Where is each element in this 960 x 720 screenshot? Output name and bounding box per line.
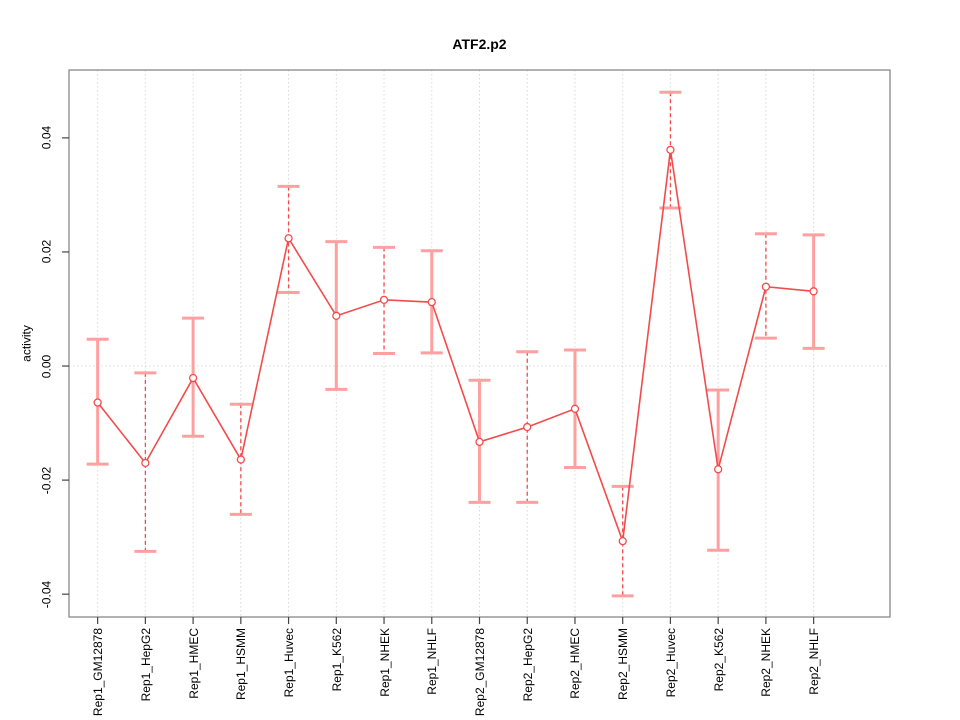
x-tick-label: Rep2_HSMM bbox=[616, 628, 631, 701]
data-point-marker bbox=[141, 458, 150, 468]
x-tick-label: Rep2_NHLF bbox=[807, 628, 822, 695]
data-point-marker bbox=[93, 398, 102, 407]
data-point-marker bbox=[332, 311, 341, 320]
data-point-marker bbox=[475, 437, 484, 447]
x-tick-label: Rep1_Huvec bbox=[282, 628, 297, 698]
y-tick-label: -0.02 bbox=[39, 466, 53, 494]
x-tick-label: Rep2_Huvec bbox=[663, 628, 678, 698]
data-point-marker bbox=[809, 287, 818, 296]
data-point-marker bbox=[284, 234, 293, 243]
data-point-marker bbox=[666, 145, 675, 155]
y-tick-label: 0.02 bbox=[39, 240, 53, 264]
data-point-marker bbox=[761, 282, 771, 291]
x-tick-label: Rep1_HSMM bbox=[234, 628, 249, 701]
y-axis-title: activity bbox=[19, 325, 33, 362]
x-tick-label: Rep1_GM12878 bbox=[91, 628, 106, 717]
y-tick-label: 0.00 bbox=[39, 354, 53, 378]
data-point-marker bbox=[618, 536, 627, 546]
data-point-marker bbox=[714, 465, 723, 474]
data-point-marker bbox=[523, 422, 532, 432]
x-tick-label: Rep2_K562 bbox=[711, 628, 726, 692]
data-point-marker bbox=[236, 455, 245, 464]
x-tick-label: Rep1_HepG2 bbox=[138, 628, 153, 702]
series-line bbox=[97, 149, 814, 542]
x-tick-label: Rep2_NHEK bbox=[759, 628, 774, 697]
data-point-marker bbox=[570, 404, 580, 413]
x-tick-label: Rep1_HMEC bbox=[186, 628, 201, 699]
x-tick-label: Rep2_HepG2 bbox=[520, 628, 535, 702]
data-point-marker bbox=[427, 297, 436, 307]
x-tick-label: Rep2_GM12878 bbox=[473, 628, 487, 717]
data-point-marker bbox=[379, 295, 389, 305]
x-tick-label: Rep1_K562 bbox=[329, 628, 344, 692]
y-tick-label: -0.04 bbox=[39, 580, 53, 608]
x-tick-label: Rep2_HMEC bbox=[568, 628, 583, 699]
x-tick-label: Rep1_NHLF bbox=[425, 628, 440, 695]
data-point-marker bbox=[188, 373, 198, 383]
chart-title: ATF2.p2 bbox=[452, 36, 507, 52]
x-tick-label: Rep1_NHEK bbox=[377, 628, 392, 697]
y-tick-label: 0.04 bbox=[39, 126, 53, 150]
